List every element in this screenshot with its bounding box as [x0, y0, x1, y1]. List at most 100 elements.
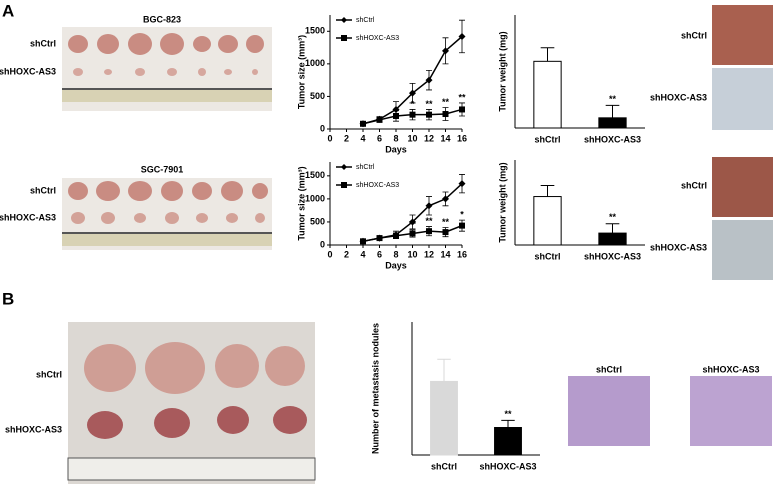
significance: * [460, 209, 464, 219]
y-axis-label: Tumor weight (mg) [497, 162, 507, 242]
bar [533, 196, 562, 246]
error-bar [540, 185, 555, 197]
y-axis-label: Tumor size (mm³) [296, 35, 306, 109]
bar [430, 380, 458, 456]
histology-label: shHOXC-AS3 [702, 364, 759, 374]
y-tick-label: 1000 [305, 193, 325, 203]
x-tick-label: 14 [440, 249, 450, 259]
x-tick-label: 12 [424, 133, 434, 143]
bar [598, 232, 627, 246]
error-bar [437, 358, 451, 382]
marker [458, 180, 466, 188]
marker [409, 230, 416, 237]
y-tick-label: 1500 [305, 26, 325, 36]
histology-label: shHOXC-AS3 [650, 92, 707, 102]
marker [442, 195, 449, 203]
row-label: shCtrl [30, 38, 56, 48]
histology-label: shCtrl [681, 30, 707, 40]
x-tick-label: 4 [360, 133, 365, 143]
marker [459, 222, 465, 229]
marker [442, 47, 449, 55]
legend-marker [341, 17, 347, 23]
marker [426, 228, 432, 235]
marker [425, 76, 433, 84]
histology-label: shCtrl [681, 180, 707, 190]
x-tick-label: 8 [393, 133, 398, 143]
x-tick-label: 16 [457, 133, 467, 143]
x-tick-label: 8 [393, 249, 398, 259]
marker [392, 105, 400, 113]
marker [409, 218, 416, 226]
x-tick-label: 0 [327, 133, 332, 143]
photo [62, 27, 272, 111]
row-label: shHOXC-AS3 [0, 212, 56, 222]
error-bar [605, 223, 620, 234]
significance: ** [425, 99, 433, 109]
marker [409, 111, 416, 118]
legend-marker [341, 35, 347, 41]
histology-image [568, 5, 773, 446]
bar [533, 60, 562, 129]
error-bar [501, 419, 515, 428]
significance: ** [458, 92, 466, 102]
marker [426, 111, 432, 118]
error-bar [605, 104, 620, 118]
y-tick-label: 0 [320, 123, 325, 133]
legend-label: shHOXC-AS3 [356, 35, 399, 42]
x-tick-label: 2 [344, 133, 349, 143]
legend-label: shCtrl [356, 164, 375, 171]
histology-label: shCtrl [596, 364, 622, 374]
x-tick-label: 6 [377, 249, 382, 259]
photo-title: SGC-7901 [141, 164, 184, 174]
marker [360, 238, 366, 245]
y-axis-label: Number of metastasis nodules [370, 323, 380, 454]
row-label: shHOXC-AS3 [0, 66, 56, 76]
y-tick-label: 1500 [305, 170, 325, 180]
x-tick-label: 2 [344, 249, 349, 259]
marker [458, 32, 466, 40]
marker [376, 116, 383, 123]
marker [376, 235, 383, 242]
panel-label: A [2, 1, 14, 20]
x-axis-label: Days [385, 260, 407, 270]
bar [598, 117, 627, 129]
marker [393, 232, 399, 239]
significance: ** [609, 212, 617, 222]
x-tick-label: shHOXC-AS3 [584, 251, 641, 261]
y-tick-label: 0 [320, 239, 325, 249]
bar [494, 427, 522, 456]
significance: ** [442, 217, 450, 227]
x-tick-label: shCtrl [431, 461, 457, 471]
marker [409, 89, 416, 97]
y-axis-label: Tumor weight (mg) [497, 31, 507, 111]
marker [442, 229, 449, 236]
error-bar [540, 47, 555, 62]
legend-marker [341, 164, 347, 170]
legend-label: shCtrl [356, 17, 375, 24]
photo [62, 178, 272, 250]
significance: ** [425, 216, 433, 226]
y-tick-label: 1000 [305, 58, 325, 68]
x-tick-label: 14 [440, 133, 450, 143]
y-tick-label: 500 [310, 216, 325, 226]
row-label: shHOXC-AS3 [5, 424, 62, 434]
significance: ** [609, 94, 617, 104]
x-tick-label: shHOXC-AS3 [479, 461, 536, 471]
x-tick-label: 10 [407, 133, 417, 143]
marker [393, 112, 399, 119]
marker [360, 120, 366, 127]
row-label: shCtrl [30, 185, 56, 195]
x-tick-label: shCtrl [534, 134, 560, 144]
x-tick-label: 10 [407, 249, 417, 259]
panel-label: B [2, 289, 14, 308]
legend-marker [341, 182, 347, 188]
x-tick-label: 6 [377, 133, 382, 143]
y-tick-label: 500 [310, 91, 325, 101]
y-axis-label: Tumor size (mm³) [296, 166, 306, 240]
row-label: shCtrl [36, 369, 62, 379]
significance: * [411, 99, 415, 109]
x-tick-label: shHOXC-AS3 [584, 134, 641, 144]
x-tick-label: 0 [327, 249, 332, 259]
x-tick-label: 16 [457, 249, 467, 259]
